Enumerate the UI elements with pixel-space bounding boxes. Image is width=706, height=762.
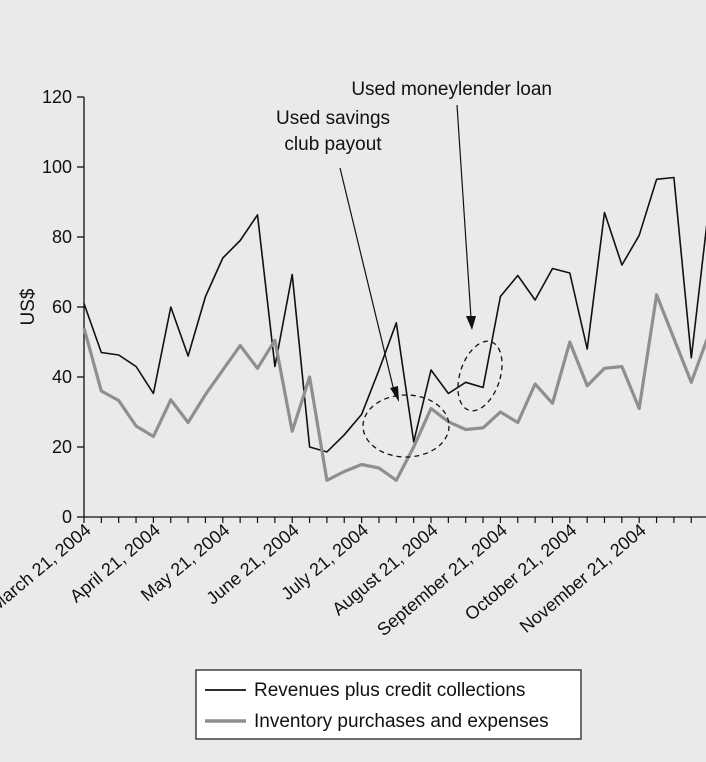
annotation-savings-arrow xyxy=(339,167,396,396)
legend-box xyxy=(195,669,582,740)
series-line-revenues xyxy=(83,176,706,453)
legend-label: Revenues plus credit collections xyxy=(254,680,525,701)
y-tick-label: 20 xyxy=(52,437,72,457)
y-tick-label: 120 xyxy=(42,87,72,107)
annotation-savings-arrowhead xyxy=(390,386,399,402)
legend: Revenues plus credit collections Inventor… xyxy=(195,669,582,740)
y-axis-title: US$ xyxy=(18,288,39,325)
annotation-moneylender-arrow xyxy=(456,104,472,319)
annotation-moneylender-ellipse xyxy=(457,340,503,412)
annotation-moneylender-text: Used moneylender loan xyxy=(351,79,552,100)
annotations: Used savings club payout Used moneylender … xyxy=(276,79,552,458)
annotation-savings-ellipse xyxy=(362,394,450,458)
series-lines xyxy=(82,176,706,482)
x-tick-label: September 21, 2004 xyxy=(373,520,511,640)
annotation-savings-text: club payout xyxy=(284,134,382,155)
y-tick-label: 80 xyxy=(52,227,72,247)
y-tick-label: 0 xyxy=(62,507,72,527)
annotation-moneylender-arrowhead xyxy=(466,316,476,330)
y-tick-label: 40 xyxy=(52,367,72,387)
annotation-savings-text: Used savings xyxy=(276,108,390,129)
series-line-inventory xyxy=(82,293,706,482)
x-tick-label: November 21, 2004 xyxy=(516,520,650,637)
y-tick-label: 60 xyxy=(52,297,72,317)
y-tick-label: 100 xyxy=(42,157,72,177)
legend-label: Inventory purchases and expenses xyxy=(254,711,549,732)
